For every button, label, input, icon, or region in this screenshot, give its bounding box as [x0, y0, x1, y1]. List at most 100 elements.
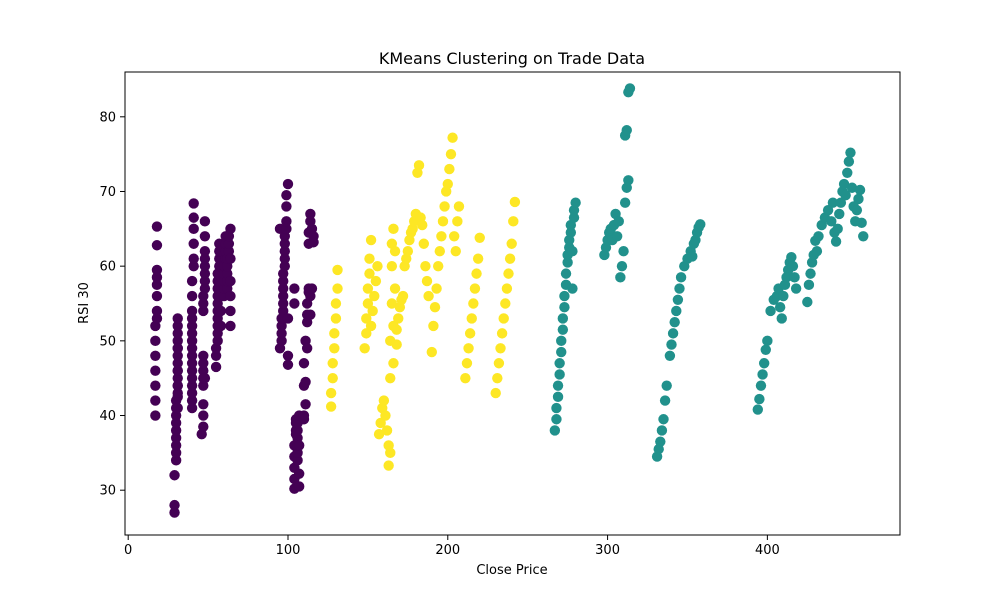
cluster-1-point — [856, 217, 867, 229]
cluster-0-point — [282, 178, 294, 190]
cluster-2-point — [437, 216, 449, 227]
cluster-1-point — [845, 147, 856, 158]
cluster-2-point — [463, 343, 474, 354]
cluster-2-point — [450, 246, 461, 257]
cluster-1-point — [554, 358, 565, 369]
cluster-1-point — [803, 279, 815, 291]
cluster-0-point — [276, 335, 287, 347]
cluster-0-point — [281, 201, 292, 212]
cluster-1-point — [552, 391, 564, 403]
cluster-1-point — [659, 395, 671, 406]
cluster-0-point — [151, 240, 163, 251]
x-tick-label: 200 — [435, 543, 460, 558]
cluster-2-point — [325, 401, 337, 412]
cluster-2-point — [359, 343, 370, 354]
cluster-0-point — [199, 275, 211, 287]
cluster-2-point — [327, 358, 338, 369]
y-tick-label: 40 — [99, 409, 116, 424]
cluster-0-point — [151, 279, 163, 291]
cluster-0-point — [279, 253, 290, 264]
cluster-0-point — [199, 260, 211, 272]
cluster-1-point — [776, 313, 787, 324]
cluster-0-point — [172, 402, 183, 414]
cluster-0-point — [300, 376, 311, 388]
cluster-0-point — [305, 208, 316, 220]
cluster-0-point — [278, 275, 289, 287]
cluster-1-point — [570, 197, 581, 208]
cluster-0-point — [172, 320, 183, 332]
cluster-0-point — [151, 221, 163, 232]
cluster-0-point — [281, 223, 292, 235]
cluster-0-point — [186, 372, 198, 384]
cluster-0-point — [293, 481, 305, 492]
cluster-0-point — [278, 283, 289, 294]
cluster-2-point — [370, 275, 382, 287]
cluster-2-point — [330, 298, 342, 309]
cluster-0-point — [172, 380, 183, 391]
cluster-0-point — [151, 290, 163, 302]
cluster-0-point — [210, 350, 222, 361]
cluster-0-point — [279, 246, 290, 257]
cluster-1-point — [778, 290, 789, 302]
cluster-1-point — [672, 294, 684, 305]
cluster-0-point — [172, 391, 183, 403]
cluster-2-point — [369, 290, 380, 302]
cluster-1-point — [661, 380, 672, 391]
cluster-2-point — [460, 372, 471, 384]
y-tick-label: 60 — [99, 260, 116, 275]
cluster-2-point — [429, 302, 441, 313]
cluster-0-point — [172, 328, 183, 339]
cluster-2-point — [329, 343, 340, 354]
cluster-1-point — [765, 305, 776, 317]
cluster-0-point — [172, 358, 183, 369]
cluster-0-point — [215, 305, 227, 317]
cluster-0-point — [151, 305, 163, 317]
cluster-1-point — [822, 204, 834, 216]
cluster-2-point — [327, 372, 338, 384]
cluster-0-point — [186, 365, 198, 376]
cluster-0-point — [225, 223, 236, 235]
cluster-2-point — [383, 460, 394, 471]
cluster-0-point — [186, 402, 198, 414]
cluster-1-point — [560, 268, 572, 279]
cluster-0-point — [198, 350, 209, 361]
cluster-1-point — [611, 231, 623, 242]
cluster-1-point — [752, 404, 763, 415]
cluster-2-point — [471, 268, 482, 279]
cluster-0-point — [186, 358, 198, 369]
cluster-0-point — [199, 372, 211, 384]
cluster-0-point — [169, 470, 180, 481]
cluster-0-point — [172, 335, 183, 347]
plot-frame — [124, 71, 901, 536]
cluster-1-point — [621, 125, 632, 136]
x-tick-label: 300 — [595, 543, 620, 558]
cluster-1-point — [549, 425, 561, 436]
cluster-1-point — [664, 350, 676, 361]
cluster-2-point — [506, 238, 517, 249]
cluster-0-point — [150, 350, 161, 361]
cluster-1-point — [834, 208, 845, 220]
cluster-2-point — [444, 163, 455, 175]
cluster-2-point — [420, 260, 431, 272]
cluster-2-point — [361, 313, 372, 324]
cluster-2-point — [447, 132, 458, 143]
cluster-0-point — [198, 399, 209, 410]
cluster-2-point — [325, 387, 337, 399]
cluster-2-point — [466, 313, 477, 324]
cluster-0-point — [278, 305, 289, 317]
cluster-1-point — [666, 339, 677, 350]
y-axis-ticks: 30 40 50 60 70 80 — [99, 110, 125, 499]
cluster-0-point — [188, 212, 199, 223]
cluster-2-point — [474, 232, 485, 243]
cluster-0-point — [186, 313, 198, 324]
cluster-0-point — [198, 298, 209, 309]
cluster-0-point — [199, 231, 211, 242]
cluster-2-point — [329, 328, 340, 339]
cluster-1-point — [858, 231, 869, 242]
cluster-1-point — [667, 328, 679, 339]
cluster-0-point — [169, 499, 180, 511]
cluster-2-point — [364, 268, 375, 279]
cluster-2-point — [402, 246, 414, 257]
cluster-0-point — [292, 425, 303, 436]
cluster-1-point — [832, 223, 843, 235]
